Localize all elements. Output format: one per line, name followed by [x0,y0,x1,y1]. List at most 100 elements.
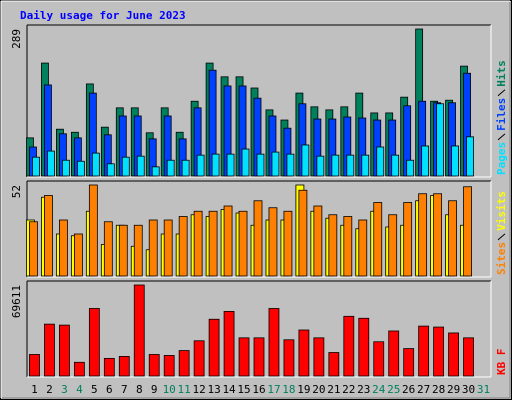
x-tick-label: 1 [31,383,38,396]
bar [148,219,158,277]
legend-separator [497,89,506,97]
bar [331,154,340,177]
bar [256,153,265,177]
x-tick-label: 16 [252,383,265,396]
x-tick-label: 15 [237,383,250,396]
bar [421,145,430,177]
bar [88,184,98,277]
bar [76,160,85,177]
bar [148,354,160,377]
x-tick-label: 3 [61,383,68,396]
chart-title: Daily usage for June 2023 [20,9,186,22]
bar [73,233,83,277]
bar [451,145,459,177]
bar [59,324,70,377]
x-tick-label: 28 [432,383,445,396]
bar [166,159,175,177]
bar [196,154,205,177]
bar [328,214,338,277]
x-tick-label: 11 [178,383,191,396]
bar [241,148,250,177]
bar [136,155,145,177]
x-tick-label: 19 [297,383,310,396]
legend-separator [497,133,506,141]
bar [328,352,340,377]
bar [118,224,128,277]
y-tick-label: 69611 [10,285,23,318]
bar [238,210,248,277]
bar [313,205,323,277]
bar [361,154,370,177]
legend-entry: KB F [495,349,508,376]
y-tick-label: 52 [10,185,23,198]
bar [433,326,445,377]
bar [208,318,220,377]
bar [436,103,445,177]
bar [193,340,205,377]
legend-entry: Hits [495,60,508,87]
x-tick-label: 27 [417,383,430,396]
bar [103,357,115,377]
bar [418,193,428,277]
bar [163,219,173,277]
bar [29,221,38,277]
x-tick-label: 6 [106,383,113,396]
x-tick-label: 13 [207,383,220,396]
x-tick-label: 4 [76,383,83,396]
bar [208,210,218,277]
x-tick-label: 17 [267,383,280,396]
bar [313,337,325,377]
bar [73,361,85,377]
bar [106,163,115,177]
bar [316,155,325,177]
bar [62,159,70,177]
bar [358,219,368,277]
bar [283,339,295,377]
bar [373,341,385,377]
x-tick-label: 7 [121,383,128,396]
bar [391,154,400,177]
x-tick-label: 2 [46,383,53,396]
bar [448,332,459,377]
bar [103,221,113,277]
x-tick-label: 8 [136,383,143,396]
bar [29,354,40,377]
bar [121,156,130,177]
legend-entry: Sites [495,242,508,275]
x-tick-label: 5 [91,383,98,396]
legend-entry: Pages [495,142,508,175]
x-tick-label: 22 [342,383,355,396]
bar [88,308,100,377]
x-tick-label: 30 [462,383,475,396]
x-tick-label: 26 [402,383,415,396]
bar [418,325,430,377]
bar [181,159,190,177]
x-tick-label: 24 [372,383,386,396]
bar [358,317,370,377]
bar [226,153,235,177]
bar [466,136,474,177]
bar [388,214,398,277]
bar [433,193,443,277]
bar [403,348,415,377]
bar [343,216,353,277]
bar [343,315,355,377]
bar [406,159,415,177]
bar [271,151,280,177]
bar [44,195,53,277]
x-tick-label: 31 [477,383,490,396]
x-tick-label: 14 [222,383,236,396]
bar [133,284,145,377]
x-tick-label: 9 [151,383,158,396]
bar [286,153,295,177]
x-tick-label: 23 [357,383,370,396]
x-tick-label: 18 [282,383,295,396]
bar [376,146,385,177]
x-tick-label: 20 [312,383,325,396]
bar [32,156,40,177]
x-tick-label: 25 [387,383,400,396]
y-tick-label: 289 [10,29,23,49]
bar [193,210,203,277]
x-tick-label: 12 [193,383,206,396]
